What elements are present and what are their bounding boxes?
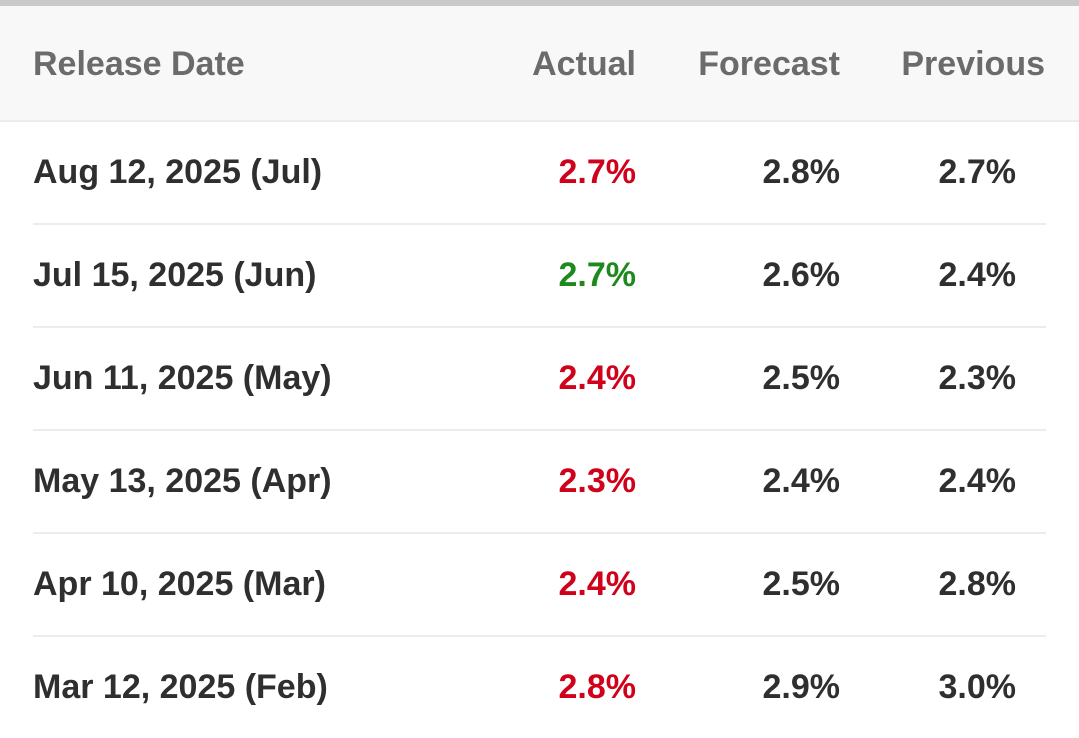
release-date-cell: Mar 12, 2025 (Feb) xyxy=(33,668,328,706)
table-header: Release Date Actual Forecast Previous xyxy=(0,6,1079,122)
forecast-value-cell: 2.6% xyxy=(762,256,841,294)
previous-value-cell: 2.8% xyxy=(938,565,1017,603)
table-body: Aug 12, 2025 (Jul) 2.7% 2.8% 2.7% Jul 15… xyxy=(0,122,1079,738)
column-header-release-date[interactable]: Release Date xyxy=(33,45,245,83)
previous-value-cell: 3.0% xyxy=(938,668,1017,706)
actual-value-cell: 2.3% xyxy=(558,462,637,500)
release-date-cell: Aug 12, 2025 (Jul) xyxy=(33,153,323,191)
release-date-cell: Apr 10, 2025 (Mar) xyxy=(33,565,326,603)
release-date-cell: Jul 15, 2025 (Jun) xyxy=(33,256,317,294)
actual-value-cell: 2.7% xyxy=(558,256,637,294)
column-header-previous[interactable]: Previous xyxy=(901,45,1045,83)
table-row: Mar 12, 2025 (Feb) 2.8% 2.9% 3.0% xyxy=(33,637,1046,738)
release-date-cell: May 13, 2025 (Apr) xyxy=(33,462,332,500)
table-row: Aug 12, 2025 (Jul) 2.7% 2.8% 2.7% xyxy=(33,122,1046,225)
table-row: May 13, 2025 (Apr) 2.3% 2.4% 2.4% xyxy=(33,431,1046,534)
forecast-value-cell: 2.5% xyxy=(762,359,841,397)
previous-value-cell: 2.3% xyxy=(938,359,1017,397)
table-row: Apr 10, 2025 (Mar) 2.4% 2.5% 2.8% xyxy=(33,534,1046,637)
forecast-value-cell: 2.5% xyxy=(762,565,841,603)
previous-value-cell: 2.7% xyxy=(938,153,1017,191)
actual-value-cell: 2.8% xyxy=(558,668,637,706)
forecast-value-cell: 2.8% xyxy=(762,153,841,191)
forecast-value-cell: 2.9% xyxy=(762,668,841,706)
previous-value-cell: 2.4% xyxy=(938,462,1017,500)
actual-value-cell: 2.4% xyxy=(558,565,637,603)
forecast-value-cell: 2.4% xyxy=(762,462,841,500)
release-history-table: Release Date Actual Forecast Previous Au… xyxy=(0,6,1079,727)
top-divider xyxy=(0,0,1079,6)
column-header-forecast[interactable]: Forecast xyxy=(698,45,840,83)
release-date-cell: Jun 11, 2025 (May) xyxy=(33,359,332,397)
table-row: Jun 11, 2025 (May) 2.4% 2.5% 2.3% xyxy=(33,328,1046,431)
actual-value-cell: 2.4% xyxy=(558,359,637,397)
table-row: Jul 15, 2025 (Jun) 2.7% 2.6% 2.4% xyxy=(33,225,1046,328)
previous-value-cell: 2.4% xyxy=(938,256,1017,294)
actual-value-cell: 2.7% xyxy=(558,153,637,191)
column-header-actual[interactable]: Actual xyxy=(532,45,636,83)
